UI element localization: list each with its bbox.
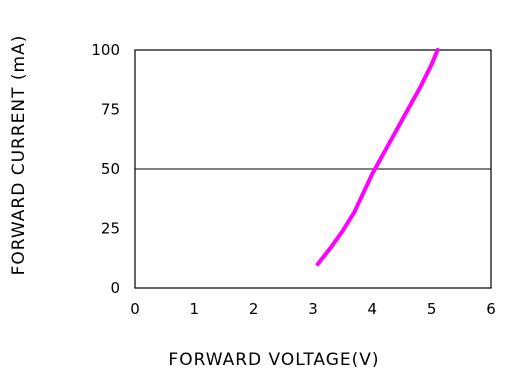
y-axis-title: FORWARD CURRENT (mA) [9,35,29,276]
x-tick-label: 5 [427,300,437,318]
x-tick-label: 0 [130,300,140,318]
series-line-0 [315,48,440,267]
x-tick-label: 1 [190,300,200,318]
x-axis-title: FORWARD VOLTAGE(V) [168,350,379,370]
x-tick-label: 6 [486,300,496,318]
x-tick-label: 4 [368,300,378,318]
y-tick-label: 75 [101,101,120,119]
y-tick-label: 0 [110,279,120,297]
y-tick-label: 50 [101,160,120,178]
y-tick-label: 25 [101,220,120,238]
x-tick-labels: 0 1 2 3 4 5 6 [130,300,496,318]
series-layer [315,48,440,267]
x-tick-label: 3 [308,300,318,318]
x-tick-label: 2 [249,300,259,318]
y-tick-label: 100 [91,41,120,59]
y-tick-labels: 0 25 50 75 100 [91,41,120,297]
